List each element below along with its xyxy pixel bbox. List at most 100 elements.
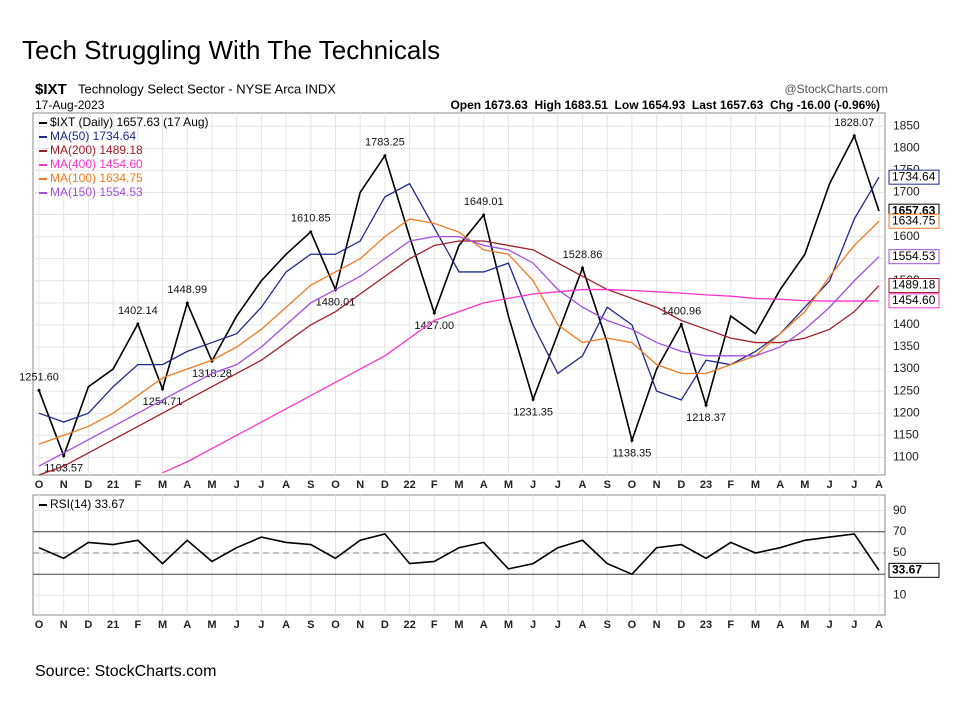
x-tick-label: S — [604, 619, 611, 631]
x-tick-label: J — [555, 479, 561, 491]
x-tick-label: A — [282, 619, 290, 631]
x-tick-label: M — [454, 619, 463, 631]
data-label: 1828.07 — [834, 117, 874, 129]
x-tick-label: M — [207, 479, 216, 491]
end-tag-box — [888, 278, 940, 294]
y-tick-label: 1200 — [893, 405, 920, 419]
x-tick-label: M — [207, 619, 216, 631]
x-tick-label: M — [504, 619, 513, 631]
symbol: $IXT — [35, 81, 67, 98]
end-tag: 1634.75 — [892, 213, 936, 227]
x-tick-label: 22 — [403, 479, 415, 491]
data-label: 1649.01 — [464, 196, 504, 208]
data-point — [161, 387, 165, 391]
x-tick-label: 23 — [700, 479, 712, 491]
x-tick-label: M — [504, 479, 513, 491]
x-tick-label: D — [381, 479, 389, 491]
x-tick-label: O — [331, 619, 340, 631]
x-tick-label: S — [604, 479, 611, 491]
x-tick-label: O — [628, 479, 637, 491]
x-tick-label: N — [653, 619, 661, 631]
x-tick-label: A — [875, 479, 883, 491]
series-line — [38, 133, 880, 459]
data-label: 1480.01 — [316, 296, 356, 308]
x-tick-label: J — [555, 619, 561, 631]
data-point — [679, 322, 683, 326]
x-tick-label: J — [258, 479, 264, 491]
source-note: Source: StockCharts.com — [35, 663, 216, 680]
end-tag-box — [888, 213, 940, 229]
x-tick-label: A — [480, 619, 488, 631]
x-tick-label: N — [653, 479, 661, 491]
x-tick-label: F — [134, 619, 141, 631]
x-tick-label: J — [827, 619, 833, 631]
x-tick-label: N — [60, 619, 68, 631]
x-tick-label: N — [356, 479, 364, 491]
x-tick-label: O — [35, 619, 44, 631]
legend-label: RSI(14) 33.67 — [50, 497, 125, 511]
x-tick-label: F — [134, 479, 141, 491]
x-tick-label: 21 — [107, 479, 119, 491]
y-tick-label: 1800 — [893, 140, 920, 154]
x-tick-label: J — [258, 619, 264, 631]
x-tick-label: F — [431, 619, 438, 631]
x-tick-label: N — [60, 479, 68, 491]
data-label: 1103.57 — [44, 463, 83, 475]
x-tick-label: 22 — [403, 619, 415, 631]
data-point — [630, 438, 634, 442]
data-label: 1402.14 — [118, 305, 158, 317]
data-point — [62, 454, 66, 458]
data-point — [482, 213, 486, 217]
end-tag-box — [888, 562, 940, 578]
y-tick-label: 1150 — [893, 427, 919, 441]
end-tag: 1489.18 — [892, 278, 936, 292]
legend-label: $IXT (Daily) 1657.63 (17 Aug) — [50, 115, 209, 129]
data-label: 1218.37 — [686, 412, 726, 424]
y-tick-label: 1300 — [893, 361, 920, 375]
series-line — [38, 218, 880, 445]
data-label: 1231.35 — [513, 406, 553, 418]
y-tick-label: 1100 — [893, 450, 919, 464]
data-label: 1400.96 — [661, 305, 701, 317]
end-tag-box — [888, 169, 940, 185]
x-tick-label: J — [851, 619, 857, 631]
data-point — [704, 403, 708, 407]
series-line — [38, 240, 880, 476]
y-tick-label: 70 — [893, 524, 907, 538]
data-label: 1427.00 — [414, 320, 454, 332]
series-line — [38, 235, 880, 467]
y-tick-label: 1350 — [893, 339, 920, 353]
x-tick-label: 23 — [700, 619, 712, 631]
data-label: 1528.86 — [563, 249, 603, 261]
x-tick-label: D — [84, 619, 92, 631]
legend-label: MA(200) 1489.18 — [50, 143, 143, 157]
y-tick-label: 1250 — [893, 383, 920, 397]
x-tick-label: J — [234, 619, 240, 631]
x-tick-label: M — [751, 479, 760, 491]
end-tag-box — [888, 249, 940, 265]
legend-label: MA(150) 1554.53 — [50, 185, 143, 199]
data-label: 1783.25 — [365, 137, 405, 149]
x-tick-label: O — [331, 479, 340, 491]
x-tick-label: J — [530, 619, 536, 631]
end-tag: 1454.60 — [892, 293, 936, 307]
data-label: 1448.99 — [167, 284, 207, 296]
x-tick-label: D — [677, 479, 685, 491]
x-tick-label: 21 — [107, 619, 119, 631]
x-tick-label: D — [677, 619, 685, 631]
x-tick-label: M — [800, 619, 809, 631]
x-tick-label: M — [751, 619, 760, 631]
x-tick-label: O — [628, 619, 637, 631]
subtitle: Technology Select Sector - NYSE Arca IND… — [78, 81, 336, 96]
x-tick-label: O — [35, 479, 44, 491]
x-tick-label: F — [727, 479, 734, 491]
x-tick-label: M — [158, 619, 167, 631]
x-tick-label: A — [183, 619, 191, 631]
quote: Open 1673.63 High 1683.51 Low 1654.93 La… — [450, 98, 880, 112]
x-tick-label: D — [381, 619, 389, 631]
x-tick-label: A — [776, 479, 784, 491]
x-tick-label: S — [307, 479, 314, 491]
x-tick-label: M — [454, 479, 463, 491]
end-tag: 1554.53 — [892, 249, 936, 263]
